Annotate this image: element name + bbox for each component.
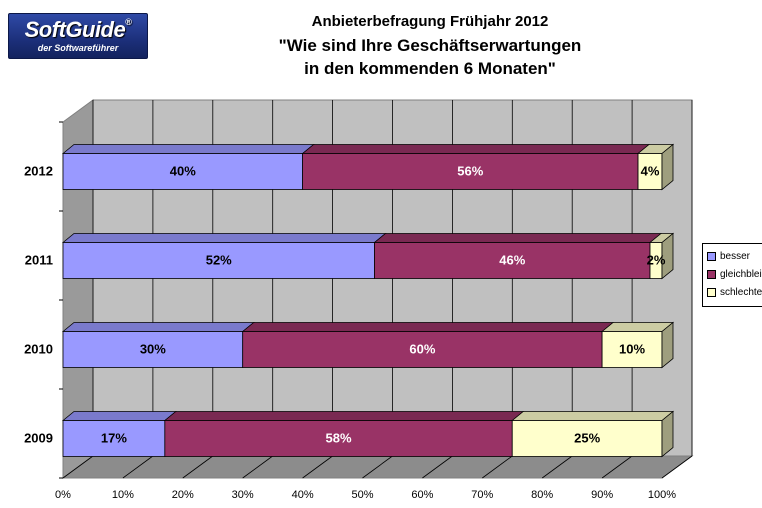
x-tick-label: 10% <box>112 489 134 501</box>
floor-gridline <box>62 455 94 479</box>
legend-item: gleichbleibend <box>707 269 762 283</box>
floor-gridline <box>422 455 453 479</box>
data-label: 58% <box>326 431 352 446</box>
logo-tagline: der Softwareführer <box>37 43 119 53</box>
legend-swatch <box>707 252 716 261</box>
bar-segment <box>302 153 639 190</box>
x-tick-label: 100% <box>648 489 676 501</box>
x-tick-label: 60% <box>411 489 433 501</box>
chart-labels: 0% 10% 20% 30% 40% 50% 60% 70% 80% 90% 100% 40% 56% 4… <box>24 164 676 502</box>
x-tick-label: 50% <box>351 489 373 501</box>
x-tick-label: 20% <box>172 489 194 501</box>
bar-end-face <box>661 410 674 458</box>
chart-subtitle-line-2: in den kommenden 6 Monaten" <box>304 59 556 78</box>
data-label: 25% <box>574 431 600 446</box>
bar-segment <box>164 420 513 457</box>
chart-bars <box>61 143 675 458</box>
bar-top-face <box>301 144 651 154</box>
data-label: 40% <box>170 164 196 179</box>
floor-gridline <box>182 455 214 479</box>
bar-end-face <box>661 232 674 280</box>
bar-top-face <box>373 233 663 243</box>
floor-gridline <box>482 455 513 479</box>
data-label: 2% <box>647 253 666 268</box>
bar-end-face <box>661 143 674 191</box>
bar-top-face <box>163 411 525 421</box>
data-label: 46% <box>499 253 525 268</box>
data-label: 10% <box>619 342 645 357</box>
floor-gridline <box>122 455 154 479</box>
chart-subtitle-line-1: "Wie sind Ihre Geschäftserwartungen <box>278 36 582 55</box>
bar-segment <box>242 331 603 368</box>
softguide-logo: SoftGuide® der Softwareführer <box>8 13 148 59</box>
x-tick-label: 0% <box>55 489 71 501</box>
bar-top-face <box>61 411 177 421</box>
bar-segment <box>62 420 166 457</box>
category-label: 2011 <box>25 253 53 268</box>
x-tick-label: 40% <box>292 489 314 501</box>
x-tick-label: 30% <box>232 489 254 501</box>
logo-name: SoftGuide <box>24 17 126 42</box>
floor-gridline <box>541 455 573 479</box>
bar-top-face <box>600 322 675 332</box>
data-label: 4% <box>641 164 660 179</box>
legend-label: gleichbleibend <box>720 269 762 280</box>
data-label: 30% <box>140 342 166 357</box>
floor-gridline <box>302 455 333 479</box>
legend-item: schlechter <box>707 287 762 301</box>
logo-registered-mark: ® <box>125 17 132 27</box>
bar-segment <box>511 420 663 457</box>
bar-end-face <box>661 321 674 369</box>
bar-segment <box>62 331 244 368</box>
legend-label: besser <box>720 251 751 262</box>
data-label: 60% <box>409 342 435 357</box>
x-tick-label: 80% <box>531 489 553 501</box>
category-label: 2010 <box>24 342 53 357</box>
chart-legend: besser gleichbleibend schlechter <box>702 243 762 307</box>
data-label: 56% <box>457 164 483 179</box>
floor-gridline <box>601 455 633 479</box>
bar-top-face <box>511 411 675 421</box>
x-tick-label: 90% <box>591 489 613 501</box>
bar-top-face <box>61 233 387 243</box>
floor-gridline <box>242 455 273 479</box>
legend-swatch <box>707 270 716 279</box>
chart-title: Anbieterbefragung Frühjahr 2012 <box>311 13 549 30</box>
legend-label: schlechter <box>720 287 762 298</box>
legend-item: besser <box>707 251 750 265</box>
category-label: 2012 <box>24 164 53 179</box>
data-label: 52% <box>206 253 232 268</box>
category-label: 2009 <box>24 431 53 446</box>
bar-top-face <box>241 322 615 332</box>
x-tick-label: 70% <box>471 489 493 501</box>
bar-top-face <box>61 322 255 332</box>
legend-swatch <box>707 288 716 297</box>
bar-top-face <box>61 144 315 154</box>
bar-segment <box>62 242 375 279</box>
floor-gridline <box>661 455 693 479</box>
floor-gridline <box>362 455 393 479</box>
data-label: 17% <box>101 431 127 446</box>
bar-segment <box>62 153 304 190</box>
